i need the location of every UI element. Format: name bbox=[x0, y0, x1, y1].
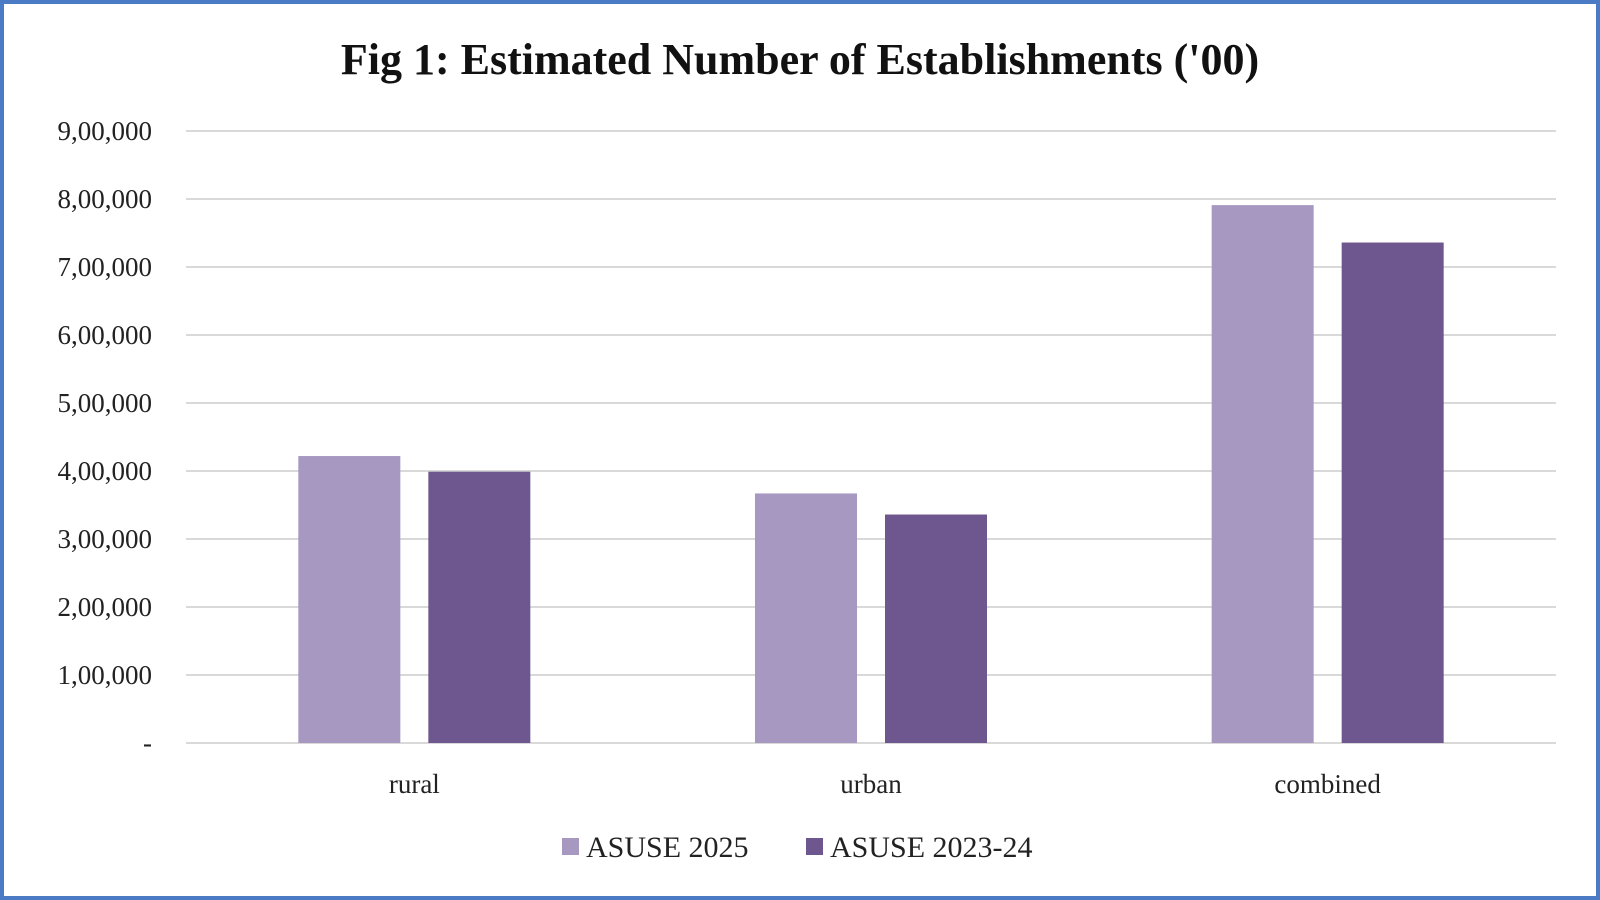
y-tick-label: - bbox=[143, 728, 152, 758]
bar-combined-2 bbox=[1341, 242, 1444, 743]
x-category-label: urban bbox=[840, 769, 902, 799]
bar-combined-1 bbox=[1211, 205, 1314, 743]
bar-urban-1 bbox=[755, 493, 857, 743]
y-tick-label: 2,00,000 bbox=[58, 592, 153, 622]
legend-swatch bbox=[806, 838, 823, 855]
legend-swatch bbox=[562, 838, 579, 855]
x-axis-categories: rural urban combined bbox=[389, 769, 1382, 799]
bars bbox=[298, 205, 1444, 743]
x-category-label: rural bbox=[389, 769, 440, 799]
y-tick-label: 1,00,000 bbox=[58, 660, 153, 690]
y-tick-label: 6,00,000 bbox=[58, 320, 153, 350]
bar-rural-2 bbox=[428, 471, 531, 743]
legend-label: ASUSE 2025 bbox=[586, 831, 749, 864]
legend-label: ASUSE 2023-24 bbox=[830, 831, 1033, 864]
chart-title: Fig 1: Estimated Number of Establishment… bbox=[341, 35, 1259, 84]
gridlines bbox=[186, 130, 1556, 744]
bar-rural-1 bbox=[298, 456, 401, 743]
y-axis-ticks: - 1,00,000 2,00,000 3,00,000 4,00,000 5,00,00… bbox=[58, 116, 153, 758]
y-tick-label: 9,00,000 bbox=[58, 116, 153, 146]
y-tick-label: 3,00,000 bbox=[58, 524, 153, 554]
y-tick-label: 4,00,000 bbox=[58, 456, 153, 486]
x-category-label: combined bbox=[1274, 769, 1381, 799]
legend: ASUSE 2025 ASUSE 2023-24 bbox=[562, 831, 1033, 864]
y-tick-label: 7,00,000 bbox=[58, 252, 153, 282]
y-tick-label: 5,00,000 bbox=[58, 388, 153, 418]
y-tick-label: 8,00,000 bbox=[58, 184, 153, 214]
bar-urban-2 bbox=[885, 514, 987, 743]
